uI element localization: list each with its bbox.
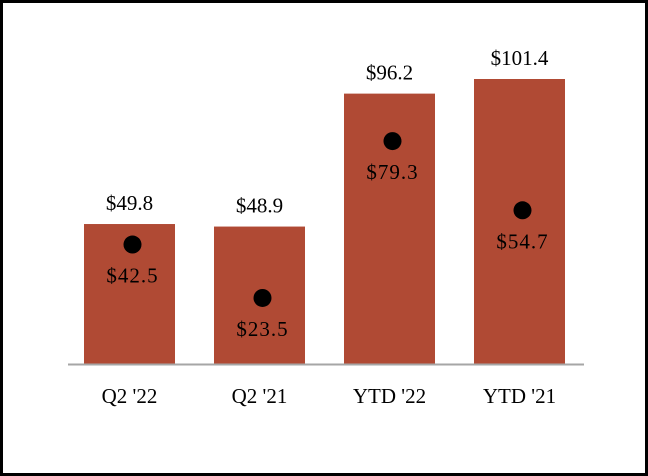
category-label: Q2 '21: [232, 384, 288, 408]
bar-value-label: $48.9: [236, 194, 283, 218]
dot-marker: [383, 132, 402, 151]
bar-value-label: $96.2: [366, 61, 413, 85]
dot-marker: [253, 288, 272, 307]
dot-value-label: $54.7: [496, 229, 548, 253]
category-label: YTD '21: [483, 384, 556, 408]
bar-value-label: $101.4: [491, 46, 549, 70]
category-label: YTD '22: [353, 384, 426, 408]
dot-value-label: $79.3: [366, 160, 418, 184]
dot-marker: [123, 235, 142, 254]
bar: [474, 79, 565, 364]
dot-value-label: $42.5: [106, 264, 158, 288]
bar-value-label: $49.8: [106, 191, 153, 215]
dot-value-label: $23.5: [236, 317, 288, 341]
dot-marker: [513, 201, 532, 220]
category-label: Q2 '22: [102, 384, 158, 408]
